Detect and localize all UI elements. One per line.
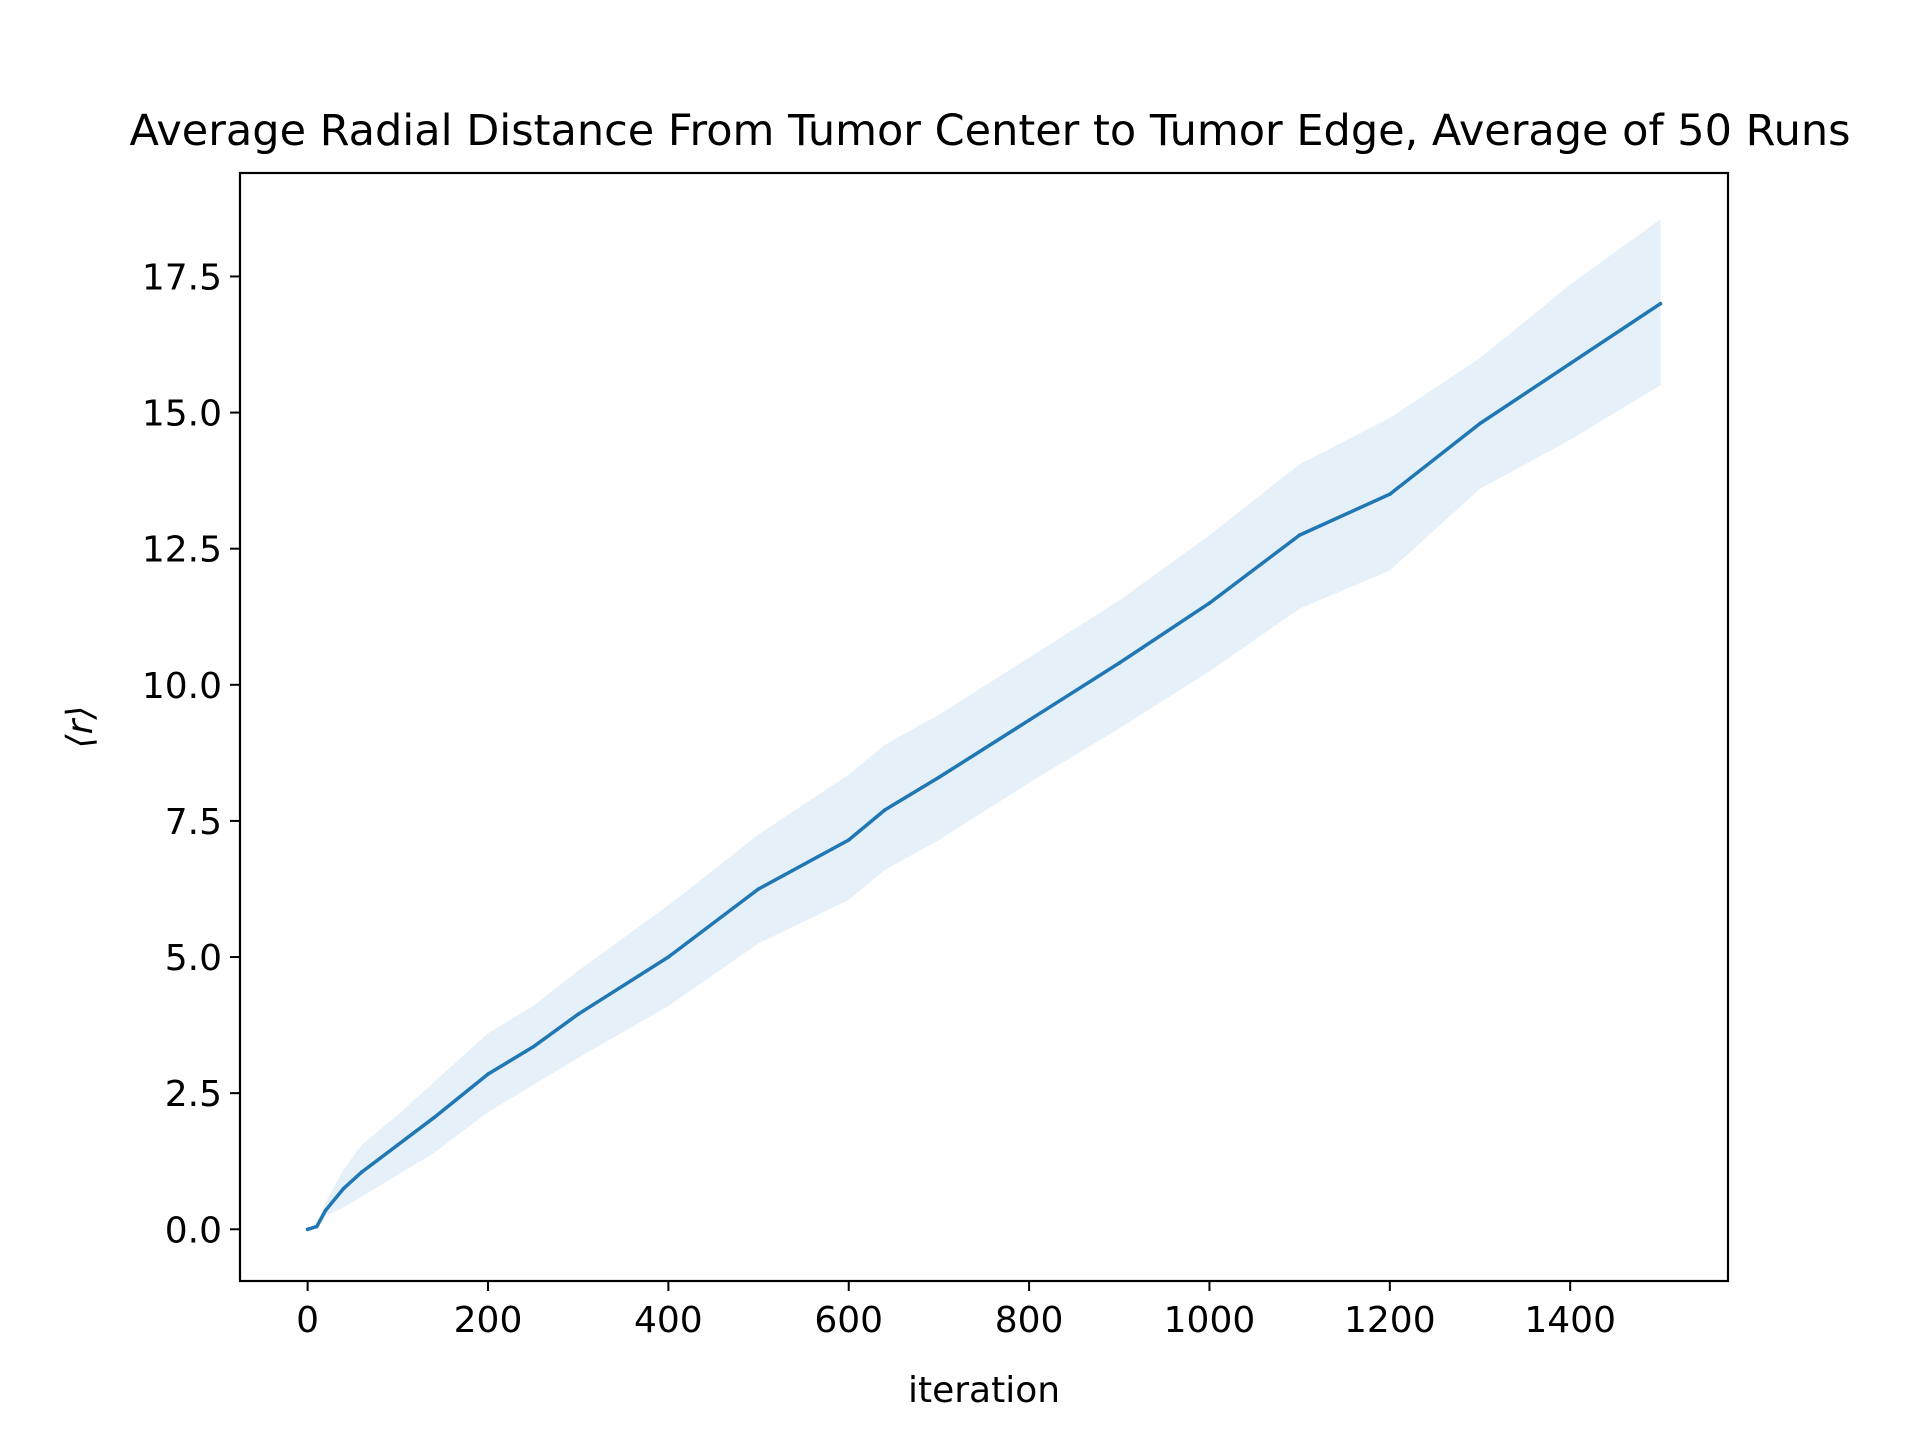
x-tick-label: 0 [296, 1300, 319, 1341]
x-tick-label: 1000 [1164, 1300, 1256, 1341]
data-point [359, 1170, 364, 1174]
y-axis-ticks: 0.0 2.5 5.0 7.5 10.0 12.5 15.0 17.5 [142, 257, 240, 1251]
x-tick-label: 1200 [1344, 1300, 1436, 1341]
data-point [531, 1045, 535, 1049]
x-tick-label: 400 [634, 1300, 703, 1341]
data-point [341, 1186, 346, 1191]
mean-line-layer [305, 301, 1663, 1232]
data-point [846, 838, 851, 842]
plot-area-frame [238, 171, 1730, 1283]
data-point [432, 1115, 436, 1120]
data-point [576, 1012, 580, 1016]
confidence-band-layer [307, 219, 1661, 1230]
x-tick-label: 200 [454, 1300, 523, 1341]
data-point [1388, 492, 1392, 497]
y-tick-label: 0.0 [165, 1210, 222, 1251]
data-point [314, 1224, 319, 1229]
x-tick-label: 600 [814, 1300, 883, 1341]
data-point [1297, 533, 1302, 537]
y-tick-label: 10.0 [142, 666, 222, 707]
data-point [1568, 361, 1572, 366]
x-axis-ticks: 0 200 400 600 800 1000 1200 1400 [296, 1281, 1616, 1341]
data-point [323, 1208, 328, 1212]
data-point [396, 1143, 400, 1147]
y-tick-label: 12.5 [142, 530, 222, 571]
x-axis-label: iteration [908, 1370, 1060, 1411]
chart-title: Average Radial Distance From Tumor Cente… [129, 106, 1850, 156]
data-point [1658, 301, 1663, 306]
data-point [305, 1227, 310, 1232]
x-tick-label: 800 [995, 1300, 1064, 1341]
y-axis-label: ⟨r⟩ [60, 706, 101, 749]
data-point [756, 887, 761, 891]
data-point [883, 808, 887, 812]
x-tick-label: 1400 [1524, 1300, 1616, 1341]
data-point [1207, 601, 1212, 605]
data-point [666, 955, 671, 959]
data-point [1478, 421, 1482, 426]
y-tick-label: 5.0 [165, 938, 222, 979]
y-tick-label: 7.5 [165, 802, 222, 843]
y-tick-label: 17.5 [142, 257, 222, 298]
data-point [937, 775, 941, 780]
data-point [486, 1072, 490, 1076]
data-point [1027, 718, 1031, 722]
y-tick-label: 15.0 [142, 394, 222, 435]
data-point [1117, 661, 1122, 665]
y-tick-label: 2.5 [165, 1074, 222, 1115]
confidence-band [307, 219, 1661, 1230]
